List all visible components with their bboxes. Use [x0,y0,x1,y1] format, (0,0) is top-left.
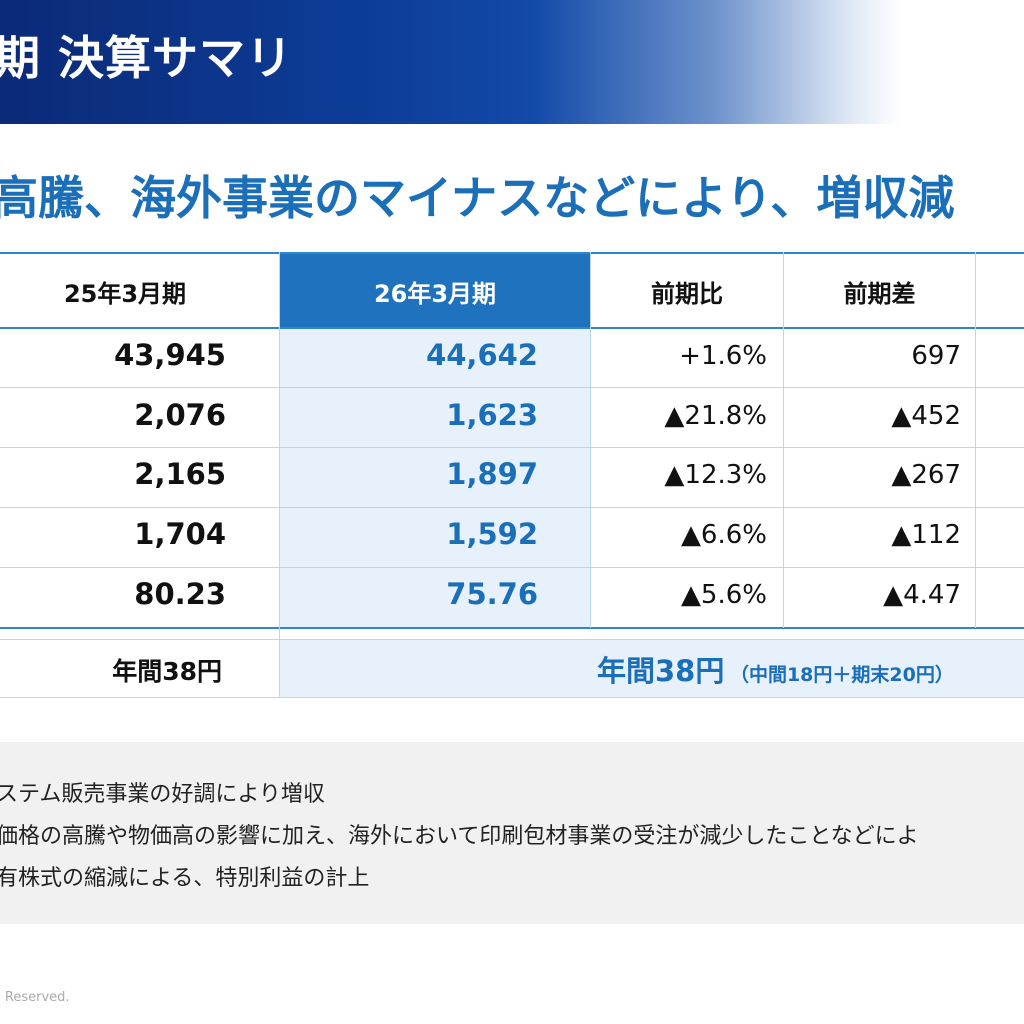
cell-yoy-ratio: ▲5.6% [680,580,767,610]
column-divider [590,252,591,628]
column-divider [783,252,784,628]
cell-curr-value: 1,592 [446,517,538,551]
cell-yoy-diff: ▲452 [891,401,961,431]
dividend-top-rule [0,639,1024,640]
cell-yoy-ratio: ▲21.8% [664,401,767,431]
row-divider [0,447,1024,448]
cell-prev-value: 2,076 [134,398,226,432]
cell-prev-value: 1,704 [134,517,226,551]
column-divider [279,252,280,698]
dividend-row-bg [280,640,1024,698]
cell-yoy-ratio: +1.6% [679,341,767,371]
cell-yoy-diff: 697 [911,341,961,371]
table-top-rule [0,252,1024,254]
cell-yoy-diff: ▲4.47 [883,580,961,610]
column-header-prev-year: 25年3月期 [63,280,187,308]
column-header-curr-year: 26年3月期 [373,280,497,308]
headline: 高騰、海外事業のマイナスなどにより、増収減 [0,171,955,225]
column-header-yoy-diff: 前期差 [843,280,916,308]
current-year-header-bg [280,252,590,328]
cell-curr-value: 44,642 [426,338,538,372]
table-body-bottom-rule [0,627,1024,629]
cell-curr-value: 1,897 [446,457,538,491]
dividend-curr-detail: （中間18円＋期末20円） [729,664,954,686]
note-line: ステム販売事業の好調により増収 [0,782,325,807]
cell-curr-value: 1,623 [446,398,538,432]
dividend-curr-main: 年間38円 [597,654,725,688]
notes-box: ステム販売事業の好調により増収 価格の高騰や物価高の影響に加え、海外において印刷… [0,742,1024,924]
dividend-curr: 年間38円 （中間18円＋期末20円） [597,648,954,690]
cell-yoy-ratio: ▲12.3% [664,460,767,490]
cell-prev-value: 80.23 [134,577,226,611]
row-divider [0,507,1024,508]
cell-prev-value: 43,945 [114,338,226,372]
cell-yoy-diff: ▲267 [891,460,961,490]
column-divider [975,252,976,628]
copyright-footer: s Reserved. [0,990,70,1005]
cell-curr-value: 75.76 [446,577,538,611]
dividend-prev: 年間38円 [112,657,222,686]
table-header-rule [0,327,1024,329]
row-divider [0,387,1024,388]
page-title: 期 決算サマリ [0,31,294,85]
current-year-column-bg [280,328,590,628]
column-header-yoy-ratio: 前期比 [651,280,723,308]
cell-yoy-ratio: ▲6.6% [680,520,767,550]
cell-prev-value: 2,165 [134,457,226,491]
header-band [0,0,1024,124]
dividend-bottom-rule [0,697,1024,698]
note-line: 価格の高騰や物価高の影響に加え、海外において印刷包材事業の受注が減少したことなど… [0,824,919,849]
row-divider [0,567,1024,568]
cell-yoy-diff: ▲112 [891,520,961,550]
note-line: 有株式の縮減による、特別利益の計上 [0,866,370,891]
